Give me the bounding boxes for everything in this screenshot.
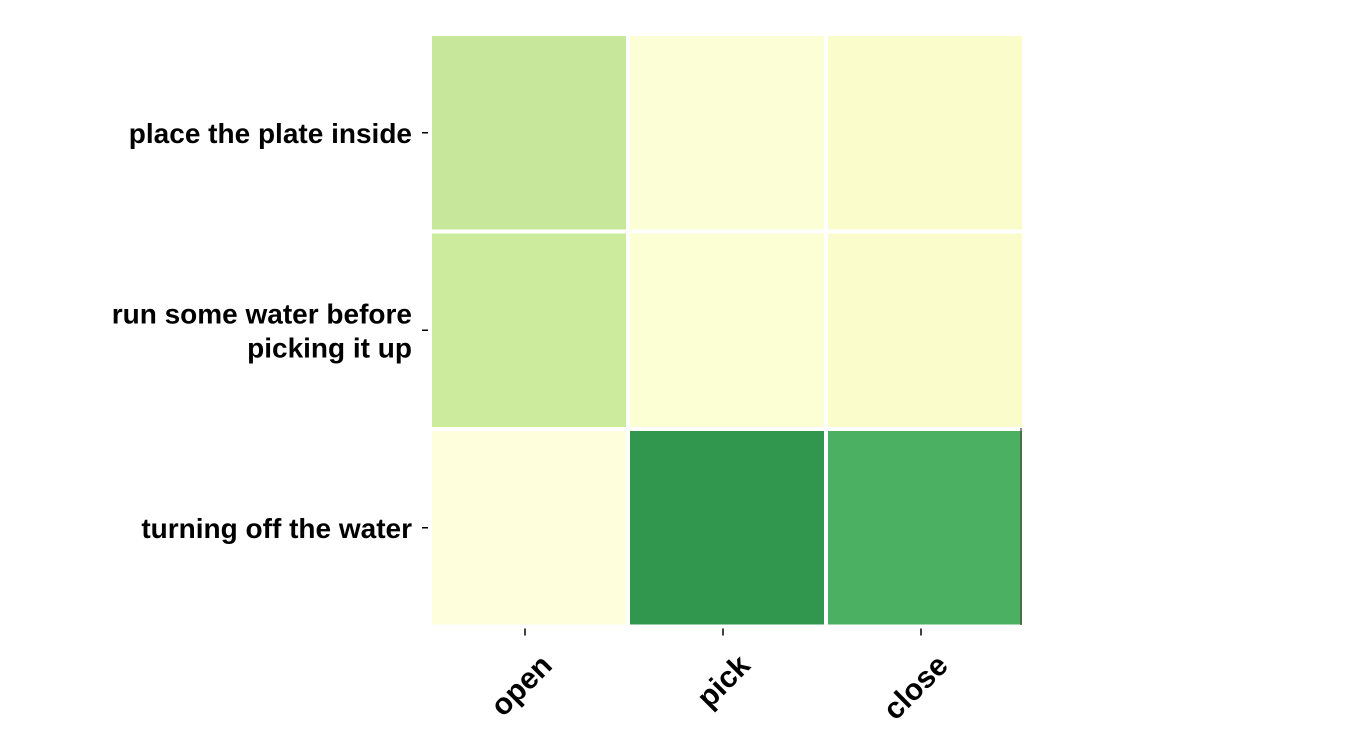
row-label-1-line-1: picking it up — [247, 332, 412, 363]
col-label-open: open — [485, 649, 559, 723]
heatmap-cell-r2-c0 — [432, 431, 626, 625]
heatmap-cell-r1-c0 — [432, 233, 626, 427]
col-ticks — [524, 628, 922, 636]
row-label-2: turning off the water — [141, 513, 412, 544]
heatmap-cells — [432, 36, 1022, 625]
heatmap-cell-r1-c2 — [828, 233, 1022, 427]
heatmap-cell-r1-c1 — [630, 233, 824, 427]
heatmap-cell-r2-c1 — [630, 431, 824, 625]
row-label-2-line-0: turning off the water — [141, 513, 412, 544]
row-label-0: place the plate inside — [129, 118, 412, 149]
row-label-1: run some water before picking it up — [112, 298, 412, 363]
row-label-1-line-0: run some water before — [112, 298, 412, 329]
heatmap-cell-r0-c0 — [432, 36, 626, 230]
heatmap-cell-r0-c2 — [828, 36, 1022, 230]
col-labels: open pick close — [485, 649, 955, 727]
col-label-pick: pick — [691, 649, 757, 715]
heatmap-cell-r2-c2 — [828, 431, 1022, 625]
row-ticks — [422, 132, 428, 529]
col-label-close: close — [877, 649, 955, 727]
heatmap-cell-r0-c1 — [630, 36, 824, 230]
row-label-0-line-0: place the plate inside — [129, 118, 412, 149]
row-labels: place the plate inside run some water bef… — [112, 118, 412, 544]
